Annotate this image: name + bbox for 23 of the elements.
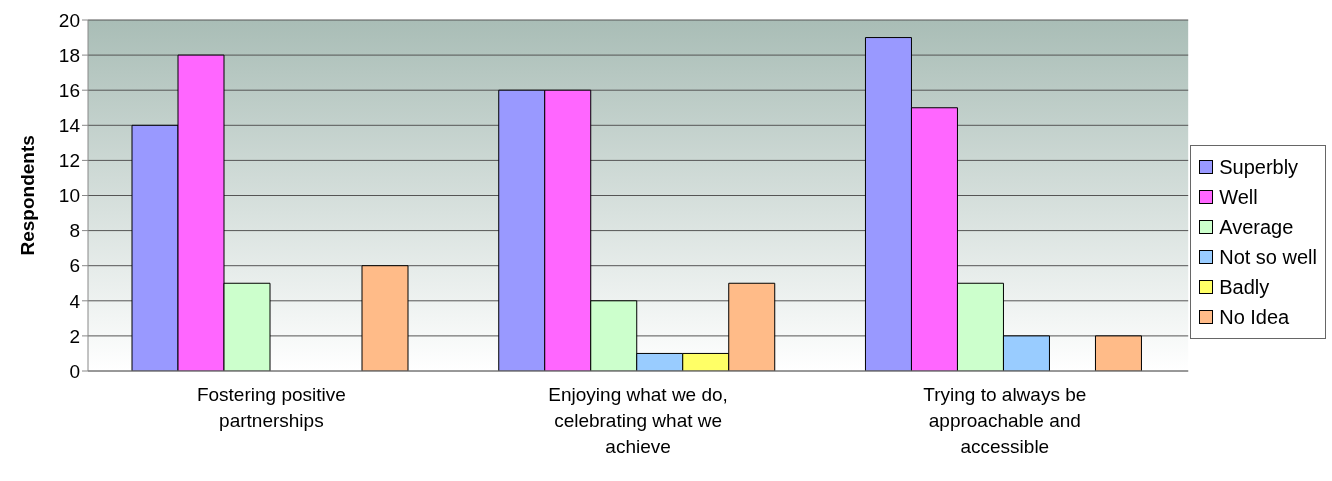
legend-label: Superbly	[1219, 155, 1299, 180]
bar	[1094, 335, 1142, 371]
y-tick-label: 4	[69, 290, 81, 312]
legend-label: Badly	[1219, 275, 1270, 300]
y-tick-label: 20	[58, 9, 80, 31]
y-tick-label: 12	[58, 150, 80, 172]
x-tick-label: Enjoying what we do, celebrating what we achieve	[548, 384, 728, 457]
legend-label: Average	[1219, 215, 1294, 240]
y-tick-label: 0	[69, 360, 80, 382]
x-tick-label: Trying to always be approachable and accessible	[923, 384, 1087, 457]
y-tick-label: 8	[69, 220, 80, 242]
legend-label: No Idea	[1219, 305, 1290, 330]
y-tick-label: 14	[58, 115, 81, 137]
legend-label: Well	[1219, 185, 1258, 210]
y-tick-label: 2	[69, 325, 80, 347]
y-tick-label: 16	[58, 79, 80, 101]
y-tick-label: 6	[69, 255, 80, 277]
y-tick-label: 10	[58, 185, 80, 207]
y-axis-title: Respondents	[16, 135, 38, 256]
legend-label: Not so well	[1219, 245, 1317, 270]
bar	[361, 265, 409, 371]
y-tick-label: 18	[58, 44, 80, 66]
x-tick-label: Fostering positive partnerships	[196, 384, 346, 431]
